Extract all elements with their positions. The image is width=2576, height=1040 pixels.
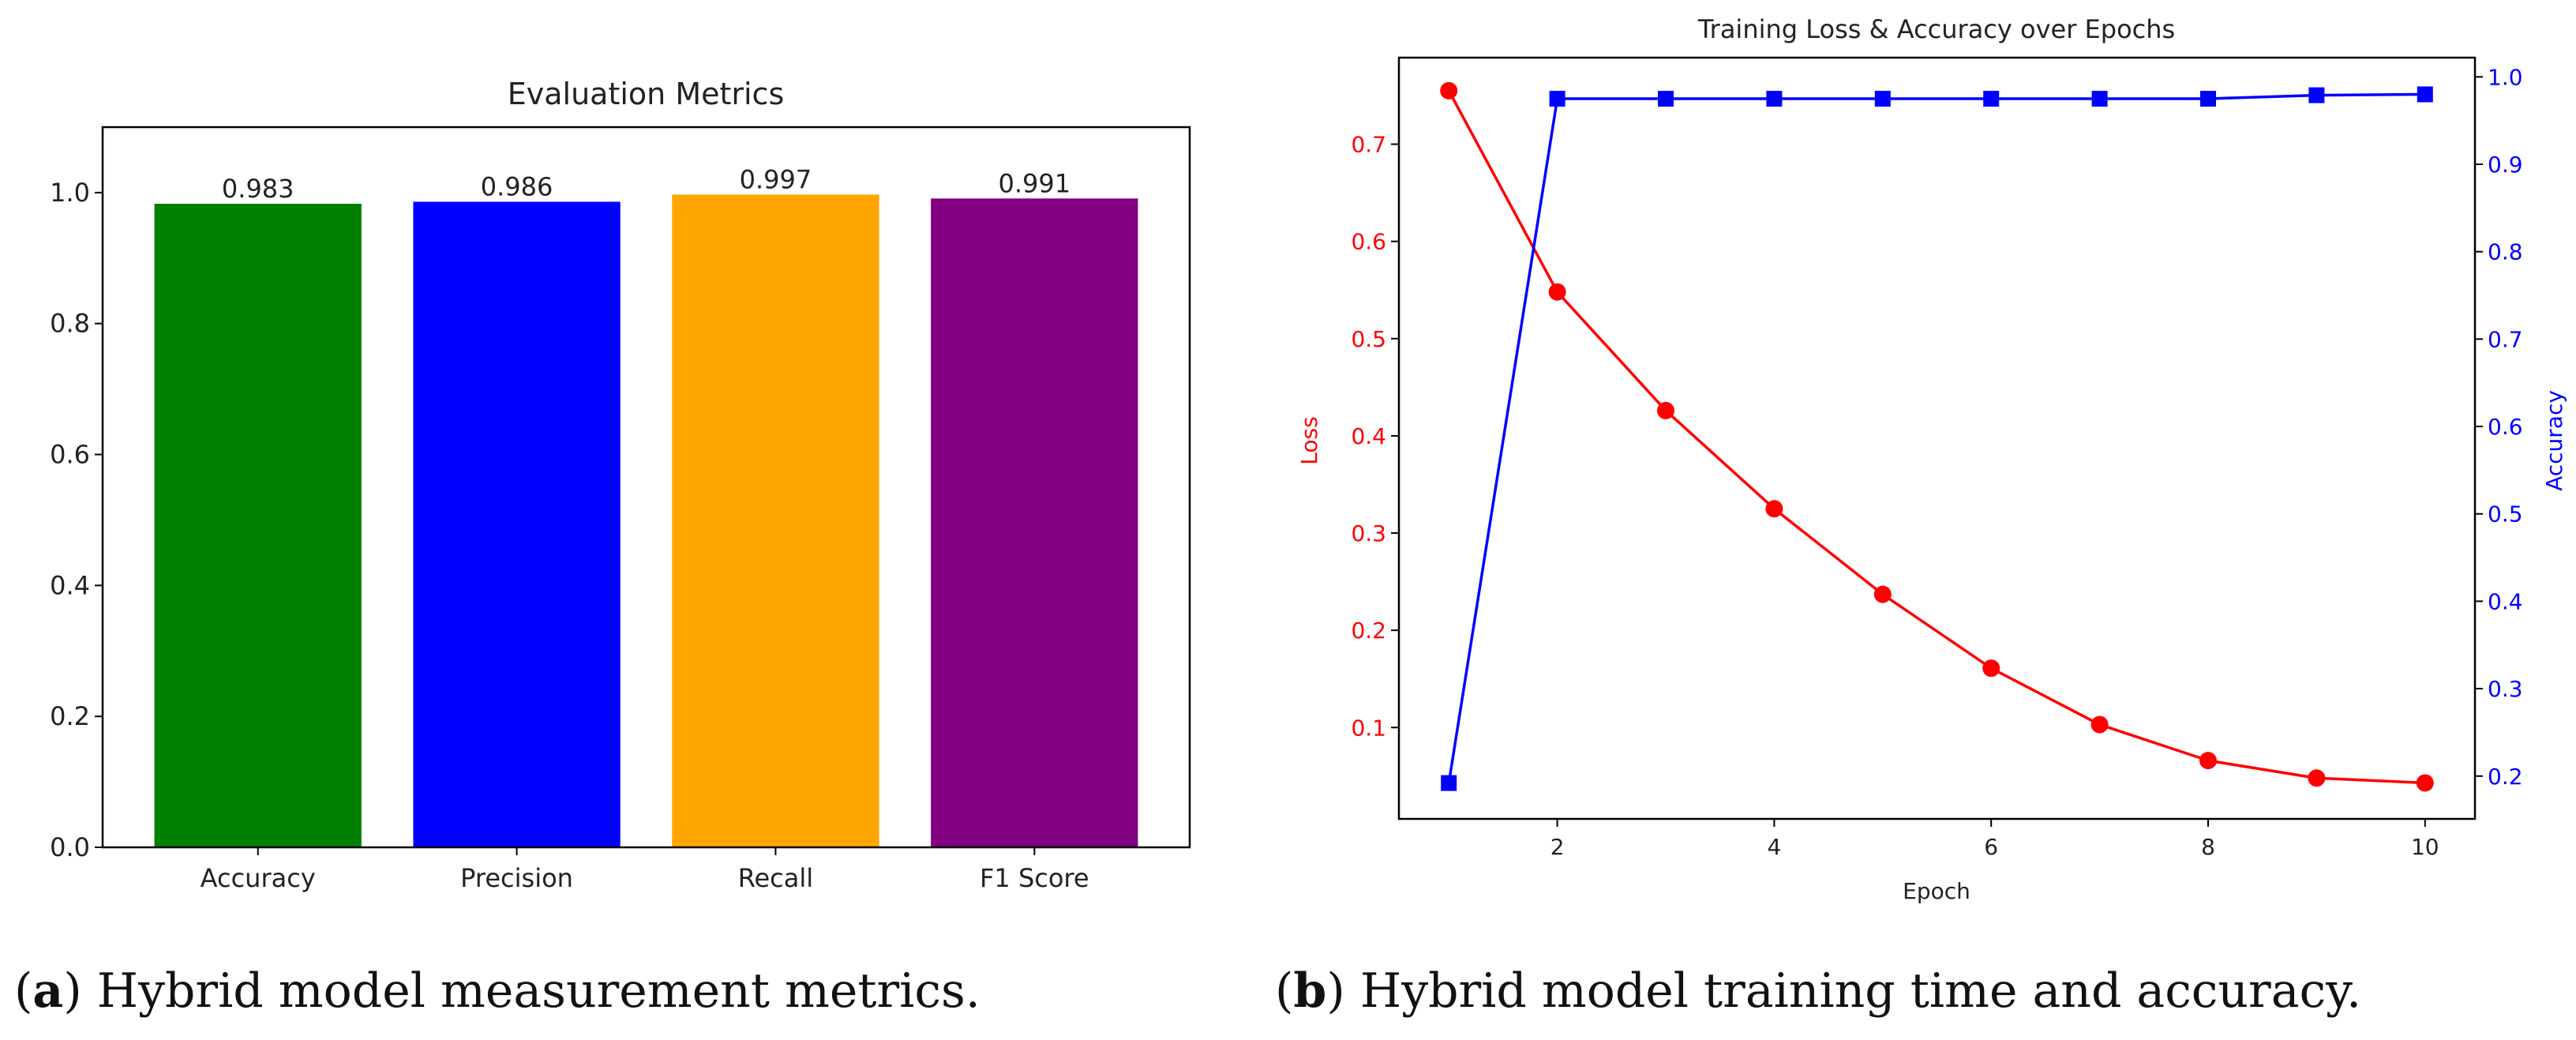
line-marks: 2 4 6 8 10 0.1 0.2 0.3 0.4 0.5 0.6 0.7 0.2 0.3 0.4 0.5 0…	[1351, 64, 2522, 860]
x-tick-label: 8	[2201, 834, 2215, 860]
accuracy-point	[1874, 91, 1891, 107]
x-tick-label: 2	[1550, 834, 1565, 860]
loss-tick-label: 0.2	[1351, 618, 1386, 644]
accuracy-line	[1447, 92, 2425, 783]
accuracy-point	[1766, 91, 1783, 107]
bar-value-label: 0.983	[222, 174, 294, 204]
y-tick-label: 1.0	[50, 178, 90, 208]
loss-point	[2090, 715, 2109, 734]
accuracy-point	[2091, 91, 2108, 107]
loss-point	[1765, 500, 1783, 518]
loss-tick-label: 0.3	[1351, 520, 1386, 546]
accuracy-tick-label: 0.4	[2488, 588, 2523, 614]
x-tick-label: 10	[2411, 834, 2439, 860]
loss-line	[1447, 90, 2425, 785]
loss-tick-label: 0.1	[1351, 715, 1386, 741]
caption-b-text: Hybrid model training time and accuracy.	[1345, 963, 2361, 1019]
bar-accuracy	[154, 204, 362, 847]
loss-point	[1548, 283, 1566, 301]
loss-point	[2308, 769, 2326, 787]
y-tick-label: 0.2	[50, 701, 90, 731]
loss-tick-label: 0.7	[1351, 132, 1386, 158]
loss-tick-label: 0.5	[1351, 326, 1386, 352]
line-chart-training: Training Loss & Accuracy over Epochs 2 4 6…	[1296, 14, 2567, 904]
caption-b-label: b	[1293, 963, 1326, 1019]
accuracy-tick-label: 0.7	[2488, 326, 2523, 352]
bar-chart-evaluation-metrics: Evaluation Metrics 0.983 Accuracy 0.986 Pre…	[50, 77, 1191, 893]
accuracy-tick-label: 0.2	[2488, 764, 2523, 790]
accuracy-tick-label: 0.9	[2488, 152, 2523, 178]
x-tick-label: Accuracy	[201, 863, 316, 893]
line-chart-title: Training Loss & Accuracy over Epochs	[1697, 14, 2175, 44]
y-tick-label: 0.4	[50, 570, 90, 600]
bar-recall	[672, 194, 879, 847]
accuracy-point	[1658, 91, 1674, 107]
line-chart-frame	[1397, 56, 2477, 820]
x-axis-label-epoch: Epoch	[1903, 878, 1970, 904]
loss-point	[1657, 401, 1675, 419]
loss-point	[1873, 585, 1892, 603]
caption-b: (b) Hybrid model training time and accur…	[1275, 963, 2361, 1019]
x-tick-label: Recall	[738, 863, 813, 893]
loss-point	[2416, 774, 2434, 792]
caption-a-label: a	[32, 963, 63, 1019]
x-tick-label: Precision	[460, 863, 573, 893]
x-tick-label: F1 Score	[980, 863, 1089, 893]
loss-tick-label: 0.4	[1351, 423, 1386, 449]
loss-point	[2199, 752, 2217, 770]
accuracy-tick-label: 0.5	[2488, 501, 2523, 528]
loss-tick-label: 0.6	[1351, 229, 1386, 255]
bar-chart-frame	[101, 126, 1191, 849]
accuracy-point	[1441, 775, 1457, 791]
accuracy-tick-label: 0.3	[2488, 676, 2523, 702]
bar-f1-score	[931, 198, 1138, 847]
bar-chart-title: Evaluation Metrics	[508, 77, 785, 111]
bar-value-label: 0.991	[998, 168, 1071, 198]
accuracy-tick-label: 0.8	[2488, 239, 2523, 265]
bar-marks: 0.983 Accuracy 0.986 Precision 0.997 Recall 0.…	[50, 164, 1138, 893]
caption-a: (a) Hybrid model measurement metrics.	[14, 963, 981, 1019]
y-axis-label-accuracy: Accuracy	[2541, 390, 2567, 491]
bar-precision	[413, 201, 621, 847]
accuracy-point	[1983, 91, 2000, 107]
accuracy-point	[2308, 87, 2325, 103]
caption-a-text: Hybrid model measurement metrics.	[82, 963, 981, 1019]
accuracy-tick-label: 0.6	[2488, 414, 2523, 440]
y-tick-label: 0.8	[50, 309, 90, 339]
accuracy-point	[2199, 91, 2216, 107]
y-tick-label: 0.6	[50, 440, 90, 470]
loss-point	[1440, 81, 1458, 99]
loss-point	[1982, 659, 2000, 678]
bar-value-label: 0.986	[481, 172, 553, 202]
accuracy-point	[1549, 91, 1565, 107]
x-tick-label: 4	[1767, 834, 1781, 860]
accuracy-point	[2417, 86, 2433, 103]
y-axis-label-loss: Loss	[1296, 416, 1322, 464]
y-tick-label: 0.0	[50, 832, 90, 862]
accuracy-tick-label: 1.0	[2488, 64, 2523, 90]
x-tick-label: 6	[1984, 834, 1998, 860]
bar-value-label: 0.997	[740, 164, 812, 194]
